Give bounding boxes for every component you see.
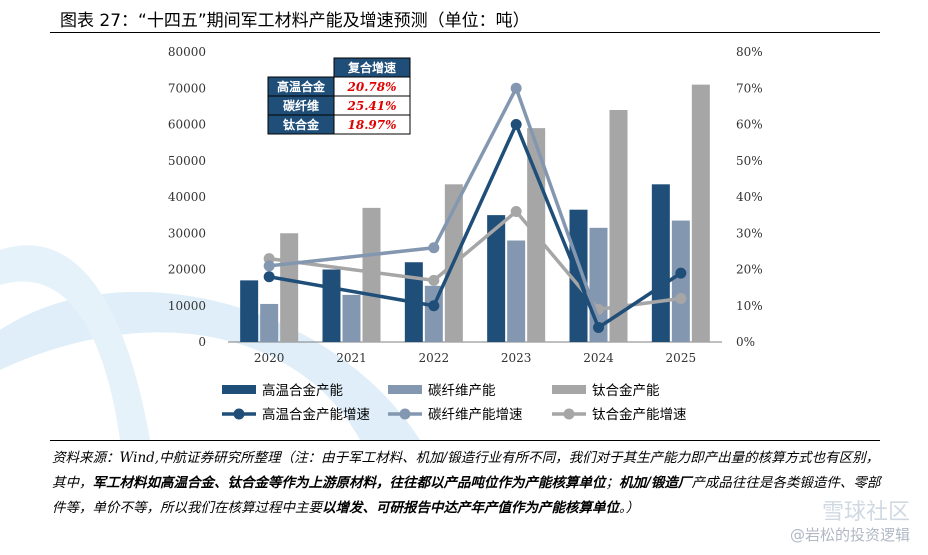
y-left-tick-label: 50000 [168, 154, 206, 168]
y-left-tick-label: 0 [198, 335, 206, 349]
legend-swatch-point [399, 408, 411, 420]
series-point [675, 293, 687, 304]
note-text-1: 资料来源：Wind,中航证券研究所整理（注：由于军工材料、机加/锻造行业有所不同… [52, 450, 880, 491]
legend-label: 钛合金产能增速 [592, 407, 687, 423]
series-point [510, 82, 522, 94]
source-note: 资料来源：Wind,中航证券研究所整理（注：由于军工材料、机加/锻造行业有所不同… [52, 446, 882, 521]
y-left-tick-label: 10000 [168, 299, 206, 313]
legend-swatch-point [563, 408, 575, 420]
series-point [510, 119, 522, 130]
chart-title: 图表 27：“十四五”期间军工材料产能及增速预测（单位：吨） [60, 11, 530, 31]
y-left-tick-label: 40000 [168, 190, 206, 204]
series-point [428, 242, 440, 254]
table-row-label: 钛合金 [283, 117, 320, 132]
bar [671, 220, 690, 342]
background-swoosh [0, 245, 420, 440]
note-text-3: 产成品往往是各类锻造件、零部件等，单价不等，所以我们在核算过程中主要 [52, 475, 881, 516]
watermark-xueqiu: 雪球社区 [821, 500, 910, 525]
legend-label: 钛合金产能 [592, 383, 660, 399]
series-point [428, 300, 440, 312]
series-point [510, 206, 522, 217]
series-point [675, 267, 687, 279]
legend-swatch-point [233, 408, 245, 420]
table-value-cell [333, 114, 411, 135]
legend-swatch-bar [552, 385, 586, 394]
y-right-tick-label: 40% [736, 190, 763, 204]
x-tick-label: 2021 [336, 351, 367, 365]
legend-label: 碳纤维产能 [428, 383, 496, 399]
bar [487, 215, 506, 342]
series-point [263, 260, 275, 272]
top-rule [50, 32, 880, 33]
x-tick-label: 2023 [501, 351, 532, 365]
note-bold-1: 军工材料如高温合金、钛合金等作为上游原材料，往往都以产品吨位作为产能核算单位 [92, 475, 606, 491]
legend-label: 高温合金产能增速 [262, 406, 370, 423]
bar [691, 84, 710, 342]
bottom-rule [50, 440, 880, 441]
table-header: 复合增速 [347, 60, 396, 75]
table-row-value: 20.78% [347, 80, 397, 94]
x-tick-label: 2025 [666, 351, 697, 365]
bar [362, 207, 381, 342]
bar [507, 240, 526, 342]
bar [240, 280, 259, 342]
table-row-label: 碳纤维 [283, 98, 319, 113]
y-right-tick-label: 60% [736, 118, 763, 132]
bar [322, 269, 341, 342]
series-line [268, 86, 601, 321]
y-right-tick-label: 30% [736, 226, 763, 240]
note-bold-2: 机加/锻造厂 [619, 475, 692, 491]
y-right-tick-label: 10% [736, 299, 763, 313]
bar [342, 294, 361, 342]
y-right-tick-label: 80% [736, 45, 763, 59]
note-bold-3: 以增发、可研报告中达产年产值作为产能核算单位 [322, 500, 619, 516]
x-tick-label: 2022 [419, 351, 450, 365]
y-left-tick-label: 30000 [168, 226, 206, 240]
note-text-4: 。） [619, 500, 640, 516]
bar [260, 303, 279, 342]
legend-swatch-bar [388, 385, 422, 394]
watermark-author: @岩松的投资逻辑 [789, 526, 910, 544]
table-row-value: 18.97% [348, 118, 397, 132]
y-left-tick-label: 60000 [168, 118, 206, 132]
bar [651, 184, 670, 342]
y-right-tick-label: 0% [736, 335, 755, 349]
bar [280, 233, 299, 342]
chart: 0 10000 20000 30000 40000 50000 60000 70000 8000… [0, 45, 763, 440]
y-left-tick-label: 20000 [168, 263, 206, 277]
series-point [593, 322, 604, 333]
x-tick-label: 2024 [583, 351, 614, 365]
legend-swatch-bar [222, 385, 256, 394]
table-row-label: 高温合金 [277, 79, 326, 94]
series-point [263, 271, 275, 283]
legend-label: 碳纤维产能增速 [428, 407, 523, 423]
x-tick-label: 2020 [254, 351, 285, 365]
table-row-value: 25.41% [347, 99, 397, 113]
bar [609, 110, 628, 342]
legend-label: 高温合金产能 [262, 382, 343, 399]
y-right-tick-label: 20% [736, 263, 763, 277]
y-left-tick-label: 80000 [168, 45, 206, 59]
y-right-tick-label: 70% [736, 81, 763, 95]
y-left-tick-label: 70000 [168, 81, 206, 95]
y-right-tick-label: 50% [736, 154, 763, 168]
series-point [428, 274, 440, 286]
note-text-2: ； [605, 475, 620, 491]
